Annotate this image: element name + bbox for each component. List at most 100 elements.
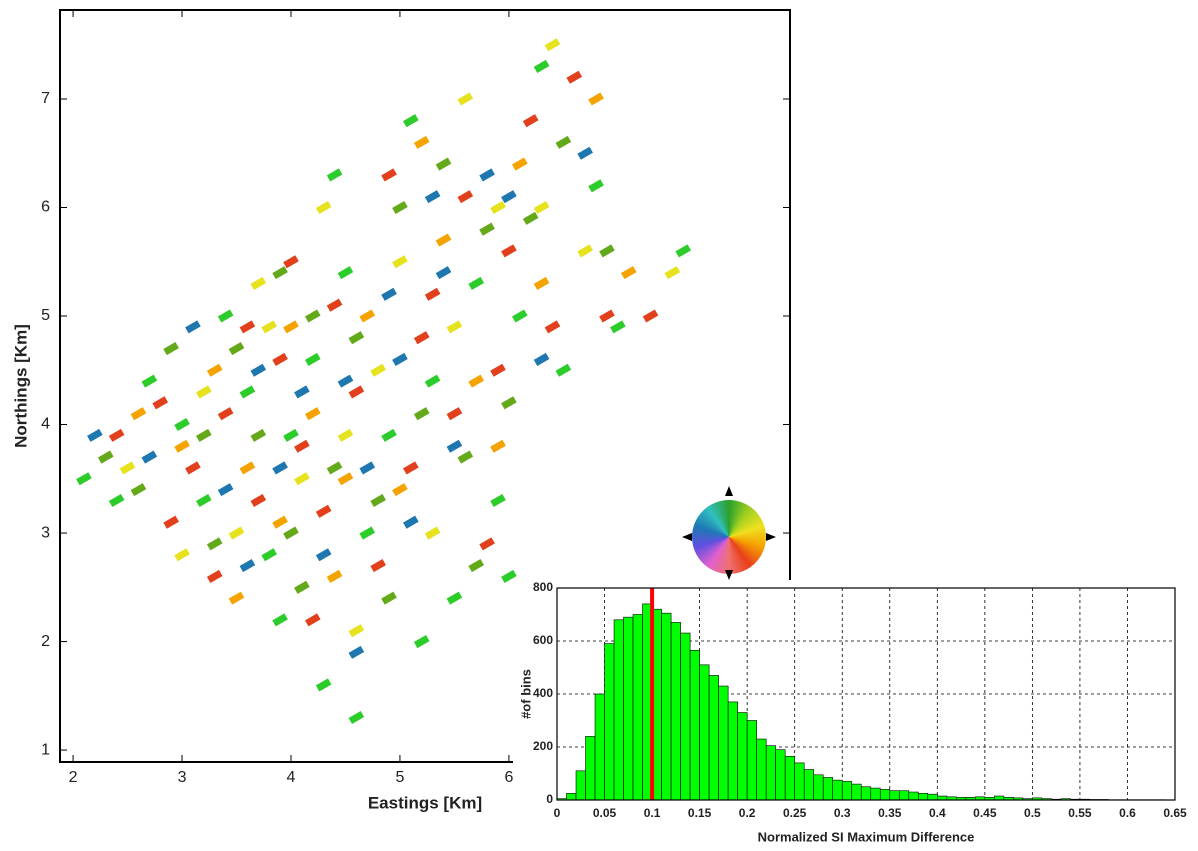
data-tile	[152, 396, 169, 410]
data-tile	[196, 428, 212, 442]
histogram-bar	[917, 793, 929, 801]
data-tile	[599, 309, 615, 323]
data-tile	[403, 461, 419, 475]
histogram-bar	[832, 779, 843, 801]
data-tile	[555, 363, 572, 377]
data-tile	[174, 417, 190, 432]
data-tile	[261, 320, 278, 334]
data-tile	[435, 157, 452, 171]
data-tile	[599, 244, 615, 258]
data-tile	[348, 645, 365, 659]
histogram-bar	[908, 791, 919, 801]
x-tick-label: 0.05	[593, 806, 617, 820]
data-tile	[108, 493, 125, 508]
x-tick-label: 5	[395, 769, 404, 786]
histogram-bar	[708, 675, 719, 801]
x-tick-label: 0.45	[973, 806, 997, 820]
data-tile	[294, 385, 310, 399]
data-tile	[239, 385, 256, 399]
data-tile	[130, 407, 147, 421]
data-tile	[304, 407, 321, 421]
x-tick-label: 0.5	[1024, 806, 1041, 820]
data-tile	[403, 114, 419, 128]
y-tick-label: 5	[41, 307, 50, 324]
data-tile	[294, 439, 310, 453]
data-tile	[359, 309, 376, 323]
y-tick-label: 2	[41, 633, 50, 650]
data-tile	[544, 320, 561, 334]
histogram-bar	[585, 736, 596, 801]
data-tile	[479, 168, 495, 182]
x-tick-label: 0.2	[739, 806, 756, 820]
data-tile	[174, 439, 190, 453]
data-tile	[315, 678, 332, 692]
data-tile	[272, 461, 288, 475]
data-tile	[392, 255, 408, 269]
data-tile	[250, 428, 267, 442]
data-tile	[392, 483, 408, 497]
y-tick-label: 6	[41, 199, 50, 216]
data-tile	[511, 309, 528, 323]
data-tile	[501, 244, 517, 258]
data-tile	[250, 363, 267, 377]
x-tick-label: 0.55	[1068, 806, 1092, 820]
histogram-bar	[927, 793, 938, 801]
data-tile	[261, 548, 278, 562]
histogram-bar	[841, 781, 853, 801]
data-tile	[141, 450, 158, 464]
data-tile	[533, 200, 550, 215]
data-tile	[283, 526, 299, 540]
direction-wheel	[692, 500, 766, 574]
x-axis-label: Normalized SI Maximum Difference	[758, 829, 975, 844]
data-tile	[348, 331, 365, 345]
data-tile	[457, 190, 474, 204]
x-tick-label: 3	[178, 769, 187, 786]
data-tile	[381, 287, 397, 301]
data-tile	[185, 461, 201, 475]
y-tick-label: 600	[533, 633, 553, 647]
data-tile	[196, 385, 212, 399]
y-tick-label: 1	[41, 741, 50, 758]
data-tile	[250, 493, 267, 508]
axes-frame	[59, 9, 791, 763]
data-tile	[272, 266, 288, 280]
histogram-bar	[879, 789, 891, 801]
data-tile	[228, 591, 245, 605]
histogram-bar	[613, 619, 624, 801]
histogram-bar	[784, 755, 795, 801]
data-tile	[359, 526, 376, 540]
data-tile	[424, 287, 441, 301]
data-tile	[337, 472, 354, 486]
data-tile	[239, 320, 256, 334]
data-tile	[304, 352, 321, 366]
data-tile	[370, 493, 386, 508]
data-tile	[435, 266, 452, 280]
data-tile	[468, 374, 485, 388]
data-tile	[424, 190, 441, 204]
data-tile	[522, 114, 539, 128]
data-tile	[479, 222, 495, 236]
data-tile	[228, 342, 245, 356]
y-axis-label: Northings [Km]	[11, 324, 30, 448]
data-tile	[577, 244, 593, 258]
data-tile	[479, 537, 495, 551]
data-tile	[217, 309, 234, 323]
data-tile	[490, 363, 506, 377]
data-tile	[555, 135, 572, 149]
data-tile	[610, 320, 626, 334]
data-tile	[283, 320, 299, 334]
data-tile	[588, 179, 604, 193]
data-tile	[239, 559, 256, 573]
data-tile	[294, 472, 310, 486]
data-tile	[413, 135, 430, 149]
histogram-bar	[756, 738, 767, 801]
data-tile	[490, 439, 506, 453]
data-tile	[370, 363, 386, 377]
y-axis-label: #of bins	[518, 669, 533, 719]
data-tile	[413, 635, 430, 649]
data-tile	[217, 407, 234, 421]
y-tick-label: 0	[546, 792, 553, 806]
data-tile	[359, 461, 376, 475]
data-tile	[566, 70, 583, 84]
x-axis-label: Eastings [Km]	[368, 793, 482, 812]
